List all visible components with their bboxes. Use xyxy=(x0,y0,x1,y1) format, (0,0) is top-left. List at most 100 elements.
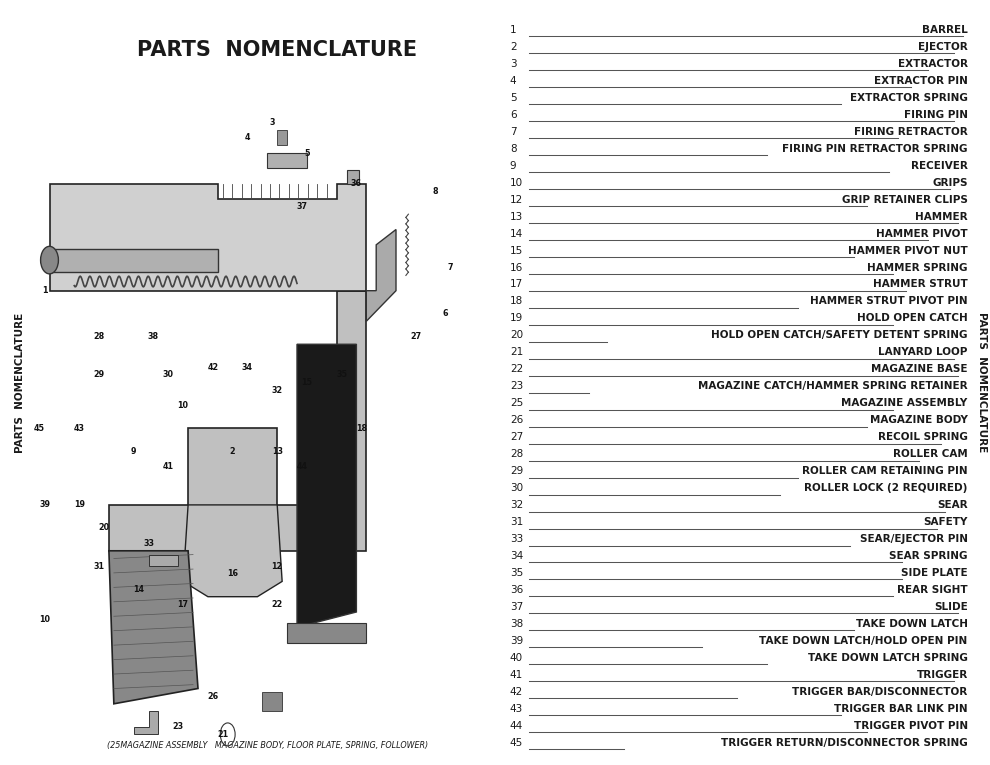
Text: 42: 42 xyxy=(207,363,219,372)
Text: MAGAZINE BODY: MAGAZINE BODY xyxy=(870,415,967,425)
Text: 19: 19 xyxy=(510,314,523,324)
Text: 3: 3 xyxy=(269,118,275,127)
Text: 8: 8 xyxy=(510,144,517,154)
Text: 10: 10 xyxy=(177,401,189,410)
Text: 15: 15 xyxy=(301,378,313,387)
Text: 4: 4 xyxy=(510,76,517,86)
Text: 20: 20 xyxy=(510,330,523,340)
Text: 30: 30 xyxy=(162,370,174,379)
Text: HAMMER STRUT: HAMMER STRUT xyxy=(873,279,967,289)
Text: 10: 10 xyxy=(510,177,523,187)
Text: 2: 2 xyxy=(510,42,517,52)
Text: 9: 9 xyxy=(131,447,137,456)
Text: 28: 28 xyxy=(93,332,105,341)
Text: 8: 8 xyxy=(433,187,439,196)
Text: EXTRACTOR PIN: EXTRACTOR PIN xyxy=(874,76,967,86)
Polygon shape xyxy=(50,249,218,272)
Text: 19: 19 xyxy=(73,500,85,509)
Text: 29: 29 xyxy=(510,466,523,476)
Text: EXTRACTOR SPRING: EXTRACTOR SPRING xyxy=(849,93,967,103)
Text: 33: 33 xyxy=(143,539,154,548)
Text: 35: 35 xyxy=(510,568,523,578)
Text: 45: 45 xyxy=(34,424,46,433)
Text: 39: 39 xyxy=(510,636,523,646)
Text: 31: 31 xyxy=(93,562,105,571)
Text: GRIP RETAINER CLIPS: GRIP RETAINER CLIPS xyxy=(842,194,967,204)
Text: RECEIVER: RECEIVER xyxy=(911,161,967,171)
Circle shape xyxy=(41,246,58,274)
Text: 4: 4 xyxy=(245,133,250,142)
Text: 27: 27 xyxy=(510,432,523,442)
Text: HAMMER: HAMMER xyxy=(915,212,967,222)
Text: 5: 5 xyxy=(304,148,310,158)
Text: RECOIL SPRING: RECOIL SPRING xyxy=(878,432,967,442)
Polygon shape xyxy=(183,505,282,597)
Text: 38: 38 xyxy=(510,619,523,629)
Polygon shape xyxy=(109,291,366,551)
Polygon shape xyxy=(134,711,158,734)
Text: 14: 14 xyxy=(510,229,523,239)
Text: PARTS  NOMENCLATURE: PARTS NOMENCLATURE xyxy=(15,312,25,453)
Text: 41: 41 xyxy=(162,462,174,471)
Bar xyxy=(277,130,287,145)
Text: SEAR: SEAR xyxy=(938,500,967,510)
Text: (25MAGAZINE ASSEMBLY   MAGAZINE BODY, FLOOR PLATE, SPRING, FOLLOWER): (25MAGAZINE ASSEMBLY MAGAZINE BODY, FLOO… xyxy=(107,741,428,750)
Bar xyxy=(287,623,366,643)
Text: SIDE PLATE: SIDE PLATE xyxy=(901,568,967,578)
Text: ROLLER CAM RETAINING PIN: ROLLER CAM RETAINING PIN xyxy=(802,466,967,476)
Text: 2: 2 xyxy=(230,447,236,456)
Text: 37: 37 xyxy=(296,202,308,211)
Text: 21: 21 xyxy=(217,730,229,739)
Text: HAMMER PIVOT NUT: HAMMER PIVOT NUT xyxy=(848,246,967,256)
Text: HAMMER STRUT PIVOT PIN: HAMMER STRUT PIVOT PIN xyxy=(810,297,967,307)
Text: 36: 36 xyxy=(510,585,523,595)
Text: 32: 32 xyxy=(271,386,283,395)
Text: EJECTOR: EJECTOR xyxy=(918,42,967,52)
Text: 27: 27 xyxy=(410,332,422,341)
Text: 10: 10 xyxy=(39,615,50,624)
Text: 7: 7 xyxy=(447,263,453,272)
Text: 1: 1 xyxy=(510,25,517,35)
Text: TRIGGER BAR LINK PIN: TRIGGER BAR LINK PIN xyxy=(835,704,967,714)
Text: TAKE DOWN LATCH/HOLD OPEN PIN: TAKE DOWN LATCH/HOLD OPEN PIN xyxy=(759,636,967,646)
Text: 3: 3 xyxy=(510,59,517,69)
Text: 29: 29 xyxy=(93,370,105,379)
Text: HOLD OPEN CATCH: HOLD OPEN CATCH xyxy=(857,314,967,324)
Polygon shape xyxy=(50,184,366,291)
Text: 18: 18 xyxy=(510,297,523,307)
Text: 13: 13 xyxy=(271,447,283,456)
Text: 37: 37 xyxy=(510,602,523,612)
Text: 23: 23 xyxy=(510,381,523,392)
Text: SAFETY: SAFETY xyxy=(924,517,967,527)
Text: ROLLER LOCK (2 REQUIRED): ROLLER LOCK (2 REQUIRED) xyxy=(804,483,967,493)
Text: 35: 35 xyxy=(336,370,347,379)
Text: TAKE DOWN LATCH: TAKE DOWN LATCH xyxy=(855,619,967,629)
Text: 26: 26 xyxy=(207,692,219,701)
Text: 7: 7 xyxy=(510,127,517,137)
Text: 12: 12 xyxy=(510,194,523,204)
Text: 20: 20 xyxy=(98,523,110,532)
Polygon shape xyxy=(267,153,307,168)
Text: SEAR SPRING: SEAR SPRING xyxy=(889,551,967,561)
Polygon shape xyxy=(297,344,356,627)
Text: 23: 23 xyxy=(172,722,184,731)
Text: 30: 30 xyxy=(510,483,523,493)
Text: SEAR/EJECTOR PIN: SEAR/EJECTOR PIN xyxy=(859,534,967,544)
Text: 26: 26 xyxy=(510,415,523,425)
Text: 12: 12 xyxy=(271,562,283,571)
Text: 14: 14 xyxy=(133,584,145,594)
Text: 34: 34 xyxy=(242,363,253,372)
Text: GRIPS: GRIPS xyxy=(933,177,967,187)
Text: 33: 33 xyxy=(510,534,523,544)
Text: 5: 5 xyxy=(510,93,517,103)
Text: 22: 22 xyxy=(510,364,523,374)
Text: FIRING PIN: FIRING PIN xyxy=(904,109,967,120)
Text: FIRING RETRACTOR: FIRING RETRACTOR xyxy=(854,127,967,137)
Text: 43: 43 xyxy=(510,704,523,714)
Text: 44: 44 xyxy=(296,462,308,471)
Text: 32: 32 xyxy=(510,500,523,510)
Text: 34: 34 xyxy=(510,551,523,561)
Text: REAR SIGHT: REAR SIGHT xyxy=(897,585,967,595)
Text: PARTS  NOMENCLATURE: PARTS NOMENCLATURE xyxy=(138,40,417,60)
Text: 13: 13 xyxy=(510,212,523,222)
